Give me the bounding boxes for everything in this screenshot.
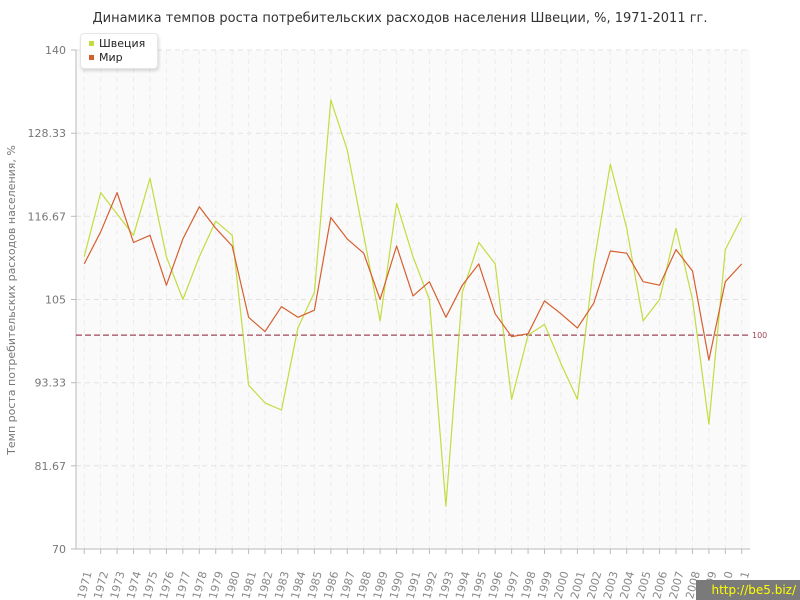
y-tick-label: 105 [45,294,66,307]
y-tick-label: 140 [45,44,66,57]
legend-swatch-sweden [89,40,94,46]
legend-item-sweden[interactable]: Швеция [89,37,145,51]
legend-label-world: Мир [99,51,123,64]
y-axis-label: Темп роста потребительских расходов насе… [5,145,18,456]
y-tick-label: 116.67 [28,210,67,223]
y-tick-label: 93.33 [35,377,67,390]
legend-label-sweden: Швеция [99,37,146,50]
reference-line-label: 100 [752,331,767,340]
series-line-1 [83,192,743,361]
y-tick-label: 128.33 [28,127,67,140]
legend-item-world[interactable]: Мир [89,51,123,65]
reference-layer: 100 [76,331,767,340]
y-tick-label: 70 [52,543,66,556]
legend-swatch-world [89,54,94,60]
series-line-0 [83,99,743,507]
chart-title: Динамика темпов роста потребительских ра… [92,11,707,26]
grid-layer [76,49,750,550]
watermark[interactable]: http://be5.biz/ [696,580,800,600]
y-tick-label: 81.67 [35,460,67,473]
legend: Швеция Мир [80,33,158,69]
series-layer [83,99,743,507]
